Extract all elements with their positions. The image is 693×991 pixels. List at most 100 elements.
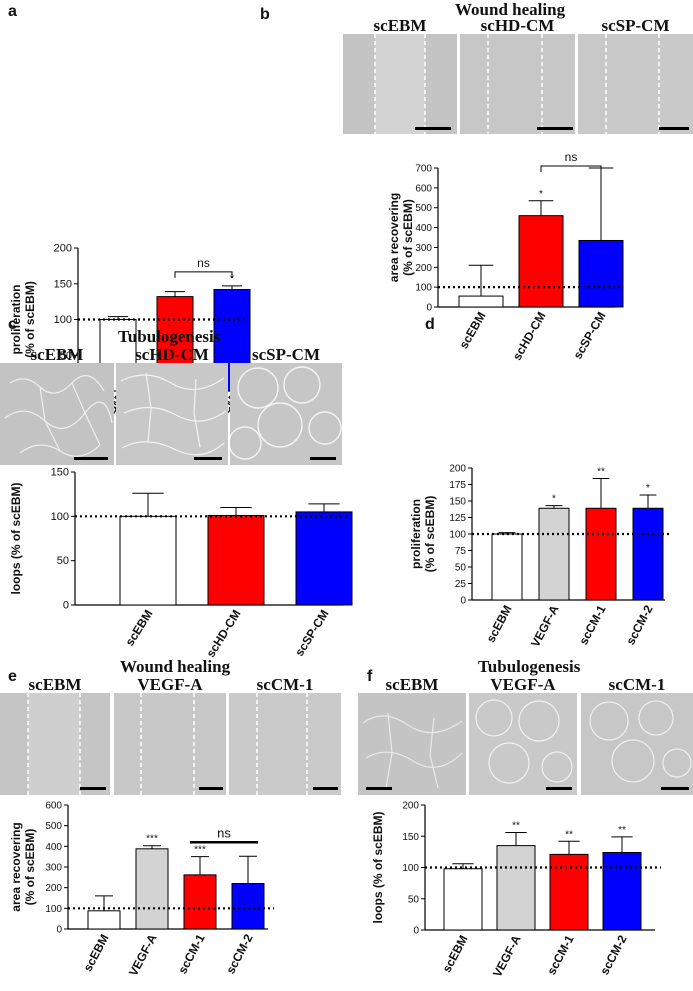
panel-e-image-label-3: scCM-1 xyxy=(256,675,314,694)
y-tick-label: 75 xyxy=(455,546,467,557)
y-tick-label: 500 xyxy=(45,821,62,832)
panel-c-micrograph-1 xyxy=(0,363,114,465)
y-axis-label: area recovering(% of scEBM) xyxy=(9,822,37,911)
panel-e-chart: 0 100 200 300 400 500 600 area recovering(% of … xyxy=(9,801,274,978)
y-tick-label: 150 xyxy=(54,278,72,290)
y-axis-label-line: proliferation xyxy=(409,499,423,569)
panel-e-image-label-2: VEGF-A xyxy=(137,675,203,694)
x-tick-label: scEBM xyxy=(440,933,471,975)
bar-scEBM xyxy=(491,533,523,601)
x-tick-label: scHD-CM xyxy=(203,607,243,660)
y-tick-label: 125 xyxy=(449,513,466,524)
y-axis-label-line: (% of scEBM) xyxy=(23,829,37,906)
x-tick-label: scEBM xyxy=(81,932,112,974)
panel-d-chart: 0 25 50 75 100 125 150 175 200 proliferation(% of… xyxy=(409,464,671,649)
x-tick-label: scSP-CM xyxy=(292,607,331,659)
y-axis-label-line: area recovering xyxy=(9,822,23,911)
y-axis-label-line: proliferation xyxy=(9,284,23,354)
bar-scCM-1 xyxy=(549,853,589,931)
y-tick-label: 175 xyxy=(449,480,466,491)
panel-f-micrograph-3 xyxy=(581,693,693,795)
bar-scSP-CM xyxy=(578,239,624,308)
bar-scCM-2 xyxy=(231,883,265,930)
bar-scCM-2 xyxy=(602,852,642,931)
significance-star: * xyxy=(539,189,543,200)
y-tick-label: 700 xyxy=(415,164,432,175)
x-tick-label: scSP-CM xyxy=(570,309,608,361)
y-axis-label-line: loops (% of scEBM) xyxy=(9,482,23,594)
x-tick-label: scCM-1 xyxy=(544,933,577,978)
x-tick-label: scEBM xyxy=(484,603,515,645)
bar-scCM-1 xyxy=(585,507,617,601)
panel-f-micrograph-2 xyxy=(469,693,577,795)
x-tick-label: scHD-CM xyxy=(510,310,549,363)
panel-f-image-label-2: VEGF-A xyxy=(490,675,556,694)
panel-c-image-label-3: scSP-CM xyxy=(252,345,320,364)
panel-b-title: Wound healing xyxy=(455,0,566,19)
y-tick-label: 200 xyxy=(449,464,466,475)
bar-scHD-CM xyxy=(518,215,564,308)
panel-e-image-label-1: scEBM xyxy=(28,675,82,694)
panel-f-micrograph-1 xyxy=(358,693,466,795)
bar-VEGF-A xyxy=(135,848,169,930)
y-tick-label: 400 xyxy=(415,223,432,234)
panel-e-title: Wound healing xyxy=(120,657,231,676)
panel-e-micrograph-3 xyxy=(229,693,341,795)
significance-star: * xyxy=(552,494,556,505)
ns-label: ns xyxy=(565,150,578,164)
significance-star: * xyxy=(646,483,650,494)
bar-scSP-CM xyxy=(295,511,353,606)
y-tick-label: 150 xyxy=(449,497,466,508)
y-axis-label: loops (% of scEBM) xyxy=(9,482,23,594)
significance-star: ** xyxy=(565,829,573,840)
panel-b-micrograph-2 xyxy=(460,34,575,134)
y-axis-label-line: area recovering xyxy=(387,193,401,282)
significance-star: * xyxy=(230,273,235,285)
y-axis-label-line: loops (% of scEBM) xyxy=(371,811,385,923)
significance-star: *** xyxy=(146,834,158,845)
y-tick-label: 0 xyxy=(460,596,466,607)
y-axis-label-line: (% of scEBM) xyxy=(423,496,437,573)
panel-c-letter: c xyxy=(8,316,17,333)
panel-b-image-label-2: scHD-CM xyxy=(480,16,555,35)
panel-c-image-label-1: scEBM xyxy=(30,345,84,364)
x-tick-label: scCM-1 xyxy=(175,932,208,977)
panel-c-image-label-2: scHD-CM xyxy=(135,345,209,364)
x-tick-label: scCM-2 xyxy=(223,932,256,977)
y-tick-label: 25 xyxy=(455,579,467,590)
x-tick-label: scEBM xyxy=(122,607,155,648)
panel-f-chart: 0 50 100 150 200 loops (% of scEBM) scEBM ** VEG… xyxy=(371,801,661,979)
x-tick-label: scCM-2 xyxy=(623,603,656,648)
significance-star: ** xyxy=(512,821,520,832)
y-axis-label-line: (% of scEBM) xyxy=(401,199,415,276)
panel-c-micrograph-2 xyxy=(116,363,228,465)
panel-a-chart: 050100150200proliferation(% of scEBM)scE… xyxy=(9,243,251,447)
panel-b-micrograph-3 xyxy=(578,34,693,134)
y-axis-label: proliferation(% of scEBM) xyxy=(9,281,37,358)
ns-label: ns xyxy=(197,256,210,270)
y-tick-label: 200 xyxy=(415,263,432,274)
y-tick-label: 100 xyxy=(51,511,69,523)
significance-star: ** xyxy=(597,467,605,478)
bar-scCM-2 xyxy=(632,507,664,601)
bar-scEBM xyxy=(119,515,177,606)
y-tick-label: 200 xyxy=(54,243,72,255)
bar-scEBM xyxy=(87,910,121,930)
y-tick-label: 600 xyxy=(415,183,432,194)
ns-label: ns xyxy=(217,825,231,840)
ns-bracket xyxy=(540,165,602,172)
y-axis-label: area recovering(% of scEBM) xyxy=(387,193,415,282)
y-tick-label: 300 xyxy=(415,243,432,254)
bar-scEBM xyxy=(443,868,483,931)
y-tick-label: 0 xyxy=(56,925,62,936)
y-tick-label: 500 xyxy=(415,203,432,214)
bar-VEGF-A xyxy=(538,507,570,601)
y-tick-label: 200 xyxy=(45,883,62,894)
panel-b-letter: b xyxy=(260,6,270,23)
bar-VEGF-A xyxy=(496,845,536,931)
y-tick-label: 50 xyxy=(57,555,69,567)
y-tick-label: 100 xyxy=(54,314,72,326)
panel-b-chart: 0 100 200 300 400 500 600 700 area recovering(% … xyxy=(387,150,624,363)
panel-c-micrograph-3 xyxy=(230,363,342,465)
